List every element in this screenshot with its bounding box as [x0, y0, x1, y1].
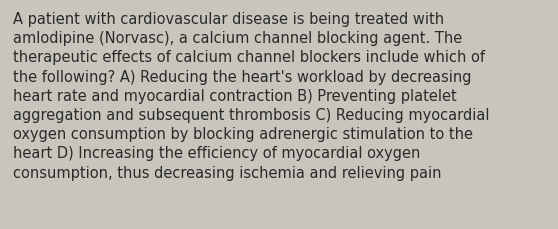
Text: A patient with cardiovascular disease is being treated with
amlodipine (Norvasc): A patient with cardiovascular disease is…: [13, 12, 489, 180]
